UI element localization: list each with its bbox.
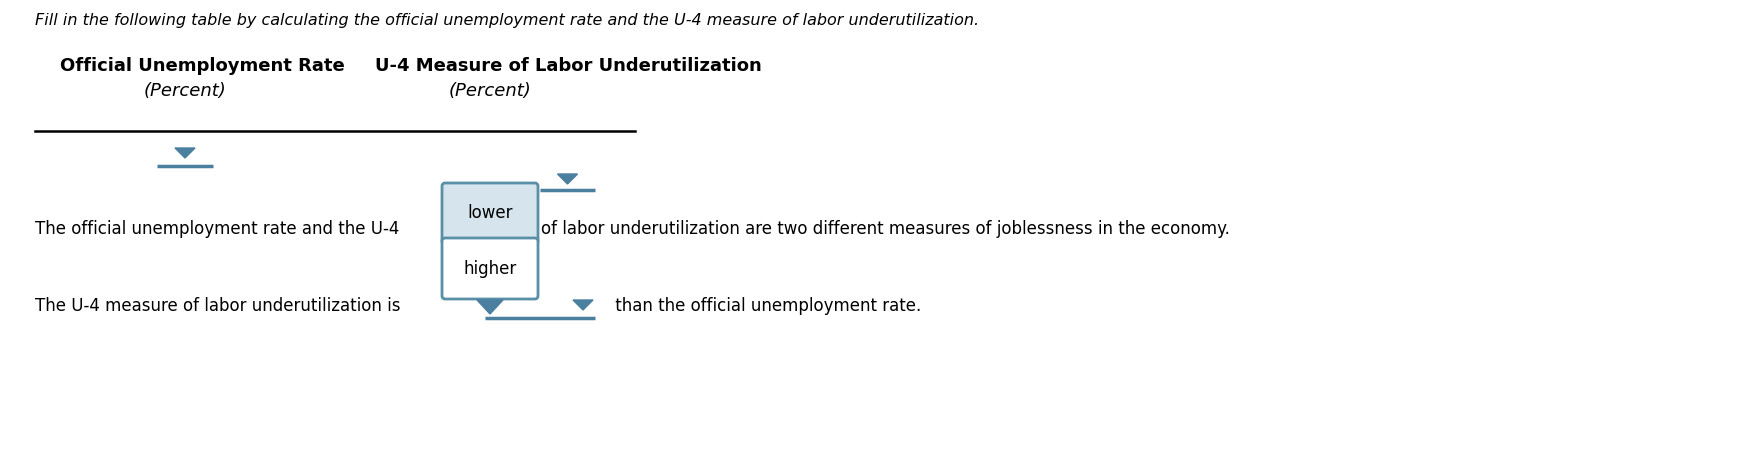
Text: than the official unemployment rate.: than the official unemployment rate. [610,297,922,315]
Polygon shape [477,300,503,314]
FancyBboxPatch shape [442,183,538,244]
Text: The official unemployment rate and the U-4: The official unemployment rate and the U… [35,220,405,238]
FancyBboxPatch shape [442,238,538,299]
Text: Official Unemployment Rate: Official Unemployment Rate [60,57,345,75]
Text: U-4 Measure of Labor Underutilization: U-4 Measure of Labor Underutilization [375,57,763,75]
Text: lower: lower [468,205,512,222]
Text: (Percent): (Percent) [144,82,226,100]
Polygon shape [175,148,195,158]
Polygon shape [557,174,577,184]
Text: (Percent): (Percent) [449,82,531,100]
Text: of labor underutilization are two different measures of joblessness in the econo: of labor underutilization are two differ… [542,220,1231,238]
Text: The U-4 measure of labor underutilization is: The U-4 measure of labor underutilizatio… [35,297,405,315]
Text: higher: higher [463,259,517,278]
Text: Fill in the following table by calculating the official unemployment rate and th: Fill in the following table by calculati… [35,13,980,29]
Polygon shape [573,300,593,310]
